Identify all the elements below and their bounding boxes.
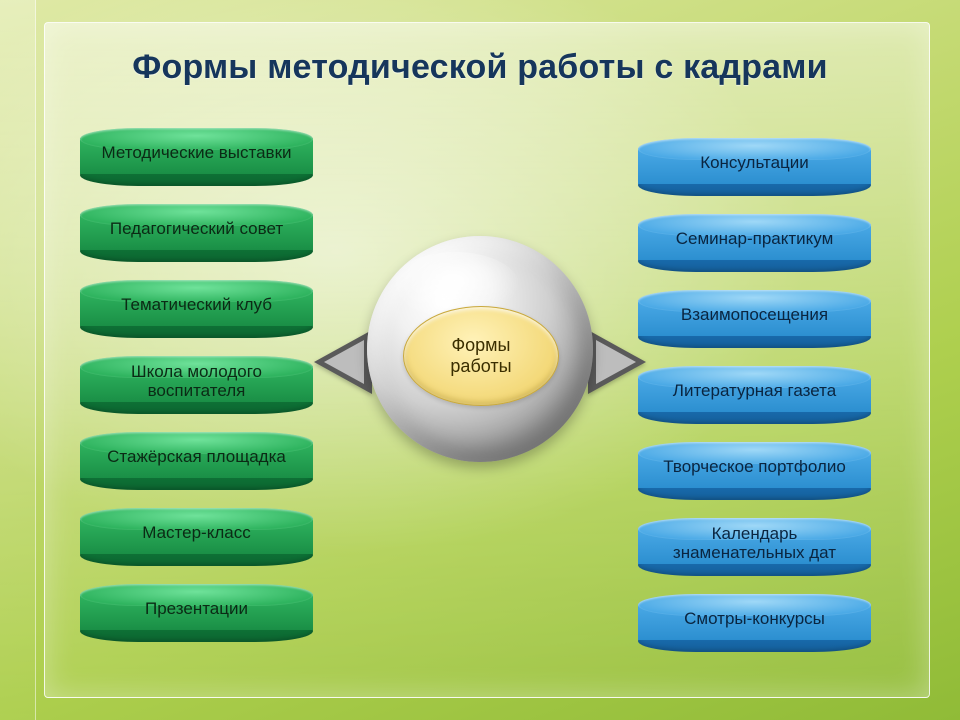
- right-item-4: Творческое портфолио: [638, 442, 871, 500]
- page-title: Формы методической работы с кадрами: [0, 48, 960, 87]
- right-item-1: Семинар-практикум: [638, 214, 871, 272]
- center-label: Формыработы: [450, 335, 511, 376]
- left-item-label-4: Стажёрская площадка: [80, 434, 313, 480]
- right-column: Консультации Семинар-практикум Взаимопосещ…: [638, 138, 871, 670]
- center-hub: Формыработы: [320, 230, 640, 490]
- right-item-label-0: Консультации: [638, 140, 871, 186]
- left-item-label-3: Школа молодого воспитателя: [80, 358, 313, 404]
- center-core: Формыработы: [403, 306, 559, 406]
- right-item-label-4: Творческое портфолио: [638, 444, 871, 490]
- left-item-6: Презентации: [80, 584, 313, 642]
- right-item-5: Календарь знаменательных дат: [638, 518, 871, 576]
- left-column: Методические выставки Педагогический сове…: [80, 128, 313, 660]
- right-item-label-1: Семинар-практикум: [638, 216, 871, 262]
- left-item-2: Тематический клуб: [80, 280, 313, 338]
- right-item-6: Смотры-конкурсы: [638, 594, 871, 652]
- left-item-label-0: Методические выставки: [80, 130, 313, 176]
- right-item-0: Консультации: [638, 138, 871, 196]
- left-item-1: Педагогический совет: [80, 204, 313, 262]
- left-item-4: Стажёрская площадка: [80, 432, 313, 490]
- right-item-label-2: Взаимопосещения: [638, 292, 871, 338]
- arrow-left-icon: [314, 330, 372, 394]
- right-item-3: Литературная газета: [638, 366, 871, 424]
- left-item-label-6: Презентации: [80, 586, 313, 632]
- right-item-2: Взаимопосещения: [638, 290, 871, 348]
- left-item-5: Мастер-класс: [80, 508, 313, 566]
- left-item-0: Методические выставки: [80, 128, 313, 186]
- left-item-label-2: Тематический клуб: [80, 282, 313, 328]
- left-item-label-1: Педагогический совет: [80, 206, 313, 252]
- left-item-label-5: Мастер-класс: [80, 510, 313, 556]
- right-item-label-6: Смотры-конкурсы: [638, 596, 871, 642]
- right-item-label-3: Литературная газета: [638, 368, 871, 414]
- right-item-label-5: Календарь знаменательных дат: [638, 520, 871, 566]
- left-item-3: Школа молодого воспитателя: [80, 356, 313, 414]
